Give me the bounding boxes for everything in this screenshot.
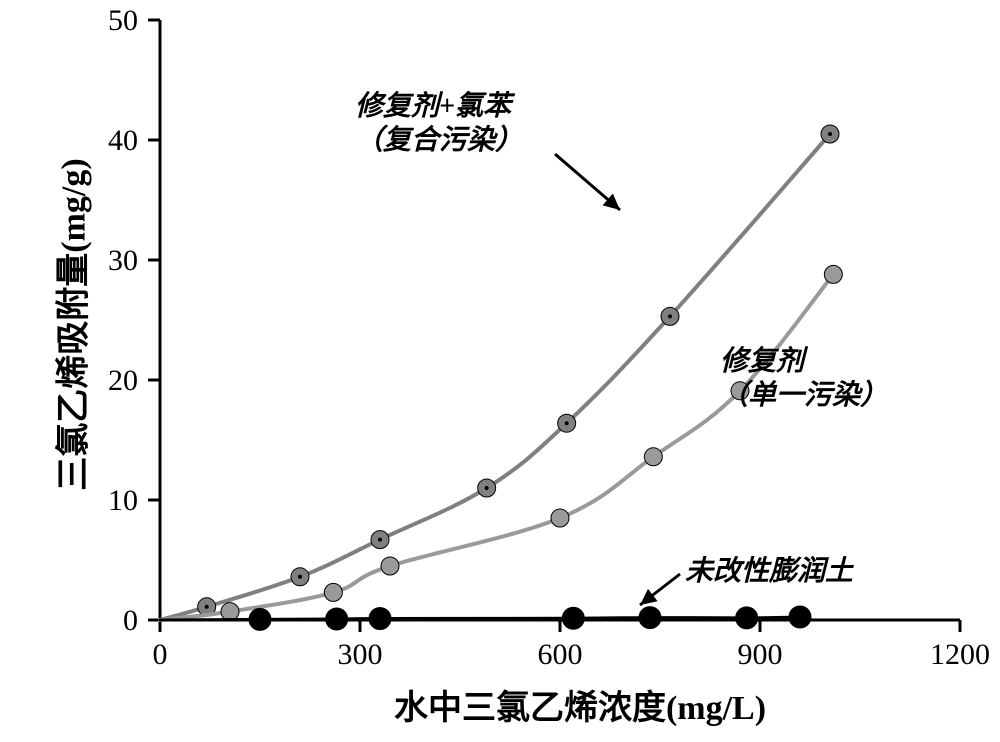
svg-text:0: 0 [123,604,138,637]
annotation-combined: 修复剂+氯苯 （复合污染） [355,90,523,157]
svg-text:300: 300 [338,638,383,671]
svg-text:600: 600 [538,638,583,671]
svg-text:1200: 1200 [930,638,990,671]
y-axis-title: 三氯乙烯吸附量(mg/g) [46,125,95,525]
svg-text:20: 20 [108,364,138,397]
svg-text:50: 50 [108,4,138,37]
svg-text:40: 40 [108,124,138,157]
svg-text:30: 30 [108,244,138,277]
chart-container: 0300600900120001020304050 三氯乙烯吸附量(mg/g) … [0,0,1000,742]
svg-text:0: 0 [153,638,168,671]
annotation-single: 修复剂 （单一污染） [720,345,888,412]
x-axis-title: 水中三氯乙烯浓度(mg/L) [330,680,830,729]
annotation-unmodified: 未改性膨润土 [685,555,853,589]
svg-text:900: 900 [738,638,783,671]
svg-text:10: 10 [108,484,138,517]
